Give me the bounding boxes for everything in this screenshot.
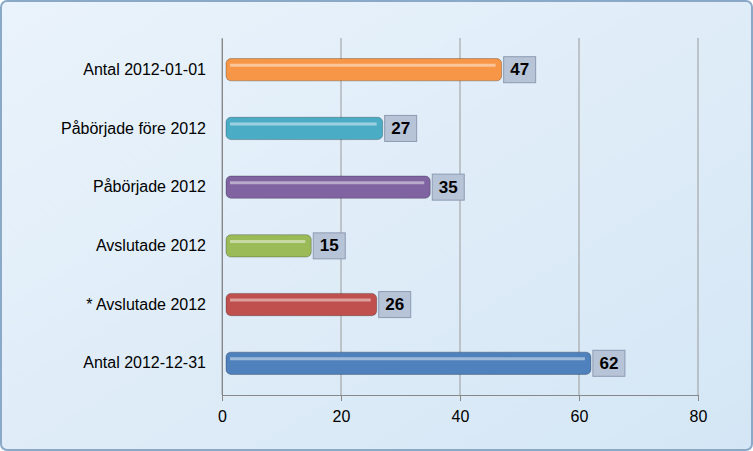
x-tick-label: 0 <box>218 408 227 425</box>
bar <box>226 117 383 139</box>
x-tick-label: 80 <box>690 408 708 425</box>
data-label-box <box>379 292 411 318</box>
category-label: Påbörjade före 2012 <box>61 120 206 137</box>
bar-highlight <box>230 299 371 302</box>
x-tick: 20 <box>333 395 351 425</box>
background <box>1 1 752 450</box>
category-label: Antal 2012-12-31 <box>83 354 206 371</box>
bar-highlight <box>230 240 305 243</box>
x-tick-mark <box>222 395 223 401</box>
data-label-box <box>504 57 536 83</box>
bar <box>226 352 591 374</box>
x-tick-label: 60 <box>571 408 589 425</box>
x-tick-mark <box>698 395 699 401</box>
data-label-box <box>593 350 625 376</box>
category-label: Antal 2012-01-01 <box>83 61 206 78</box>
data-label: 27 <box>391 119 410 138</box>
grid-line <box>698 38 699 395</box>
data-label-box <box>385 115 417 141</box>
y-tick: Påbörjade 2012 <box>93 178 222 195</box>
x-tick-mark <box>579 395 580 401</box>
bar-highlight <box>230 181 424 184</box>
x-tick: 60 <box>571 395 589 425</box>
category-label: Påbörjade 2012 <box>93 178 206 195</box>
y-tick: Antal 2012-12-31 <box>83 354 222 371</box>
data-label: 35 <box>439 178 458 197</box>
y-tick: Påbörjade före 2012 <box>61 120 222 137</box>
grid <box>222 38 698 395</box>
x-axis-line <box>223 396 699 402</box>
data-label: 62 <box>599 354 618 373</box>
data-label-box <box>432 174 464 200</box>
x-tick-mark <box>341 395 342 401</box>
bar <box>226 176 430 198</box>
bar-highlight <box>230 64 496 67</box>
grid-line <box>579 38 580 395</box>
category-label: * Avslutade 2012 <box>86 296 206 313</box>
x-tick: 0 <box>218 395 227 425</box>
bar <box>226 293 377 315</box>
y-tick: Antal 2012-01-01 <box>83 61 222 78</box>
data-label: 26 <box>385 295 404 314</box>
bar-highlight <box>230 357 585 360</box>
chart: 0 20 40 60 80 Antal 2012-01-01 Påbörjade före … <box>0 0 753 451</box>
y-tick: * Avslutade 2012 <box>86 296 222 313</box>
x-tick: 80 <box>690 395 708 425</box>
x-axis: 0 20 40 60 80 <box>218 395 707 425</box>
x-tick-label: 40 <box>452 408 470 425</box>
plot: 0 20 40 60 80 Antal 2012-01-01 Påbörjade före … <box>61 38 708 425</box>
x-tick: 40 <box>452 395 470 425</box>
grid-line <box>341 38 342 395</box>
y-axis-line <box>222 39 223 396</box>
category-label: Avslutade 2012 <box>96 237 206 254</box>
grid-line <box>460 38 461 395</box>
y-axis: Antal 2012-01-01 Påbörjade före 2012 Påbör… <box>61 39 223 396</box>
bar-highlight <box>230 122 377 125</box>
bar <box>226 59 502 81</box>
y-tick: Avslutade 2012 <box>96 237 222 254</box>
data-labels: 47 27 35 15 26 62 <box>313 57 625 377</box>
x-tick-mark <box>460 395 461 401</box>
bar <box>226 235 311 257</box>
data-label: 47 <box>510 60 529 79</box>
x-tick-label: 20 <box>333 408 351 425</box>
data-label-box <box>313 233 345 259</box>
grid-line <box>222 38 223 395</box>
bars <box>226 59 591 375</box>
data-label: 15 <box>320 236 339 255</box>
